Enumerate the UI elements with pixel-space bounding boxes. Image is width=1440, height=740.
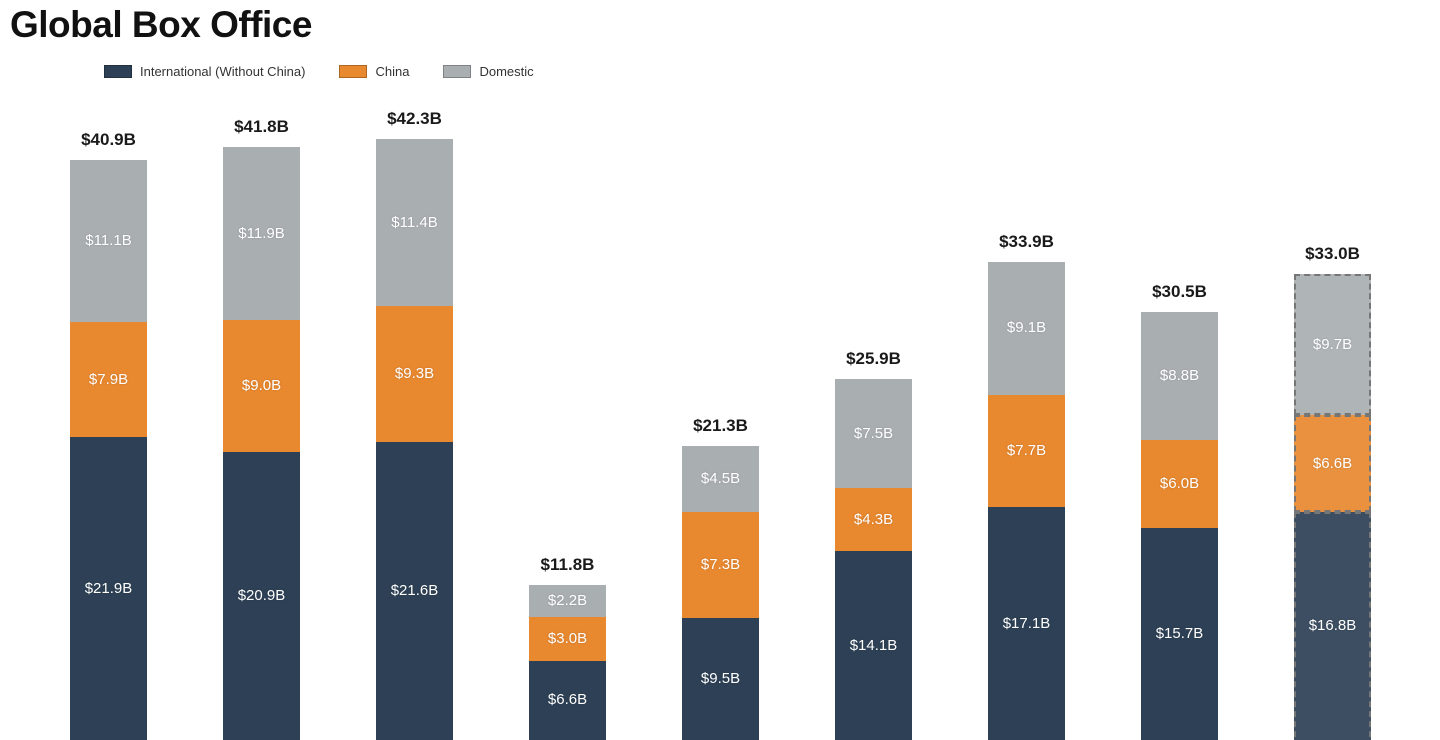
bar-segment-china bbox=[682, 511, 759, 619]
bar-segment-label-domestic: $11.4B bbox=[391, 213, 438, 231]
chart-title: Global Box Office bbox=[10, 4, 312, 45]
bar-segment-label-international: $17.1B bbox=[1002, 614, 1051, 632]
bar-segment-international bbox=[376, 441, 453, 740]
bar-segment-domestic bbox=[70, 159, 147, 322]
bar-segment-label-china: $6.6B bbox=[1312, 454, 1353, 472]
bar-segment-international bbox=[682, 618, 759, 740]
legend-swatch-icon bbox=[339, 65, 368, 78]
bar-segment-china bbox=[376, 305, 453, 442]
legend-item: International (Without China) bbox=[104, 64, 305, 79]
bar-segment-domestic bbox=[376, 139, 453, 306]
bar-segment-label-china: $9.3B bbox=[394, 364, 435, 382]
bar-segment-domestic bbox=[1141, 311, 1218, 441]
bar-segment-label-domestic: $9.7B bbox=[1312, 335, 1353, 353]
bar-segment-international bbox=[70, 437, 147, 740]
bar-segment-domestic bbox=[1294, 273, 1371, 416]
bar-total-label: $42.3B bbox=[387, 109, 442, 129]
legend-swatch-icon bbox=[443, 65, 472, 78]
bar-segment-label-international: $21.6B bbox=[390, 581, 439, 599]
legend-item: Domestic bbox=[443, 64, 534, 79]
legend-item: China bbox=[339, 64, 409, 79]
bar-segment-china bbox=[70, 321, 147, 438]
bar-segment-international bbox=[988, 507, 1065, 740]
bar-segment-label-china: $3.0B bbox=[547, 629, 588, 647]
bar-total-label: $21.3B bbox=[693, 416, 748, 436]
bar-total-label: $33.0B bbox=[1305, 243, 1360, 263]
bar-segment-international bbox=[529, 660, 606, 740]
bar-segment-domestic bbox=[529, 584, 606, 617]
legend-label: International (Without China) bbox=[140, 64, 306, 79]
bar-segment-china bbox=[1141, 440, 1218, 528]
bar-total-label: $30.5B bbox=[1152, 281, 1207, 301]
bar-segment-international bbox=[835, 551, 912, 740]
bar-segment-label-international: $14.1B bbox=[849, 636, 898, 654]
bar-segment-label-china: $7.7B bbox=[1006, 442, 1047, 460]
bar-segment-label-domestic: $4.5B bbox=[700, 469, 741, 487]
bar-segment-international bbox=[1294, 511, 1371, 740]
chart-legend: International (Without China) China Domest… bbox=[104, 64, 534, 79]
bar-segment-label-china: $4.3B bbox=[853, 510, 894, 528]
bar-segment-international bbox=[1141, 527, 1218, 740]
bar-total-label: $33.9B bbox=[999, 232, 1054, 252]
bar-segment-label-domestic: $9.1B bbox=[1006, 319, 1047, 337]
bar-segment-label-china: $9.0B bbox=[241, 377, 282, 395]
bar-segment-china bbox=[988, 394, 1065, 508]
bar-segment-label-international: $15.7B bbox=[1155, 624, 1204, 642]
bar-segment-label-international: $16.8B bbox=[1308, 616, 1357, 634]
bar-segment-domestic bbox=[988, 262, 1065, 395]
bar-segment-domestic bbox=[835, 378, 912, 489]
bar-segment-china bbox=[529, 616, 606, 661]
bar-total-label: $11.8B bbox=[540, 554, 595, 574]
bar-segment-domestic bbox=[223, 146, 300, 321]
bar-segment-label-international: $21.9B bbox=[84, 579, 133, 597]
bar-segment-label-domestic: $2.2B bbox=[547, 591, 588, 609]
bar-segment-label-domestic: $11.1B bbox=[85, 231, 132, 249]
bar-segment-label-international: $6.6B bbox=[547, 691, 588, 709]
bar-segment-label-domestic: $8.8B bbox=[1159, 366, 1200, 384]
bar-segment-label-china: $7.9B bbox=[88, 370, 129, 388]
bar-total-label: $40.9B bbox=[81, 129, 136, 149]
bar-segment-domestic bbox=[682, 446, 759, 512]
bar-total-label: $25.9B bbox=[846, 348, 901, 368]
bar-segment-label-china: $7.3B bbox=[700, 556, 741, 573]
legend-label: Domestic bbox=[479, 64, 534, 79]
bar-segment-label-international: $9.5B bbox=[700, 670, 741, 688]
bar-segment-label-domestic: $7.5B bbox=[853, 424, 894, 442]
bar-segment-china bbox=[835, 488, 912, 552]
bar-segment-china bbox=[1294, 415, 1371, 512]
bar-segment-label-domestic: $11.9B bbox=[238, 224, 285, 242]
legend-swatch-icon bbox=[104, 65, 132, 78]
bar-segment-label-china: $6.0B bbox=[1159, 474, 1200, 492]
bar-segment-label-international: $20.9B bbox=[237, 586, 286, 604]
legend-label: China bbox=[375, 64, 410, 79]
bar-total-label: $41.8B bbox=[234, 116, 289, 136]
bar-segment-china bbox=[223, 320, 300, 452]
bar-segment-international bbox=[223, 451, 300, 740]
